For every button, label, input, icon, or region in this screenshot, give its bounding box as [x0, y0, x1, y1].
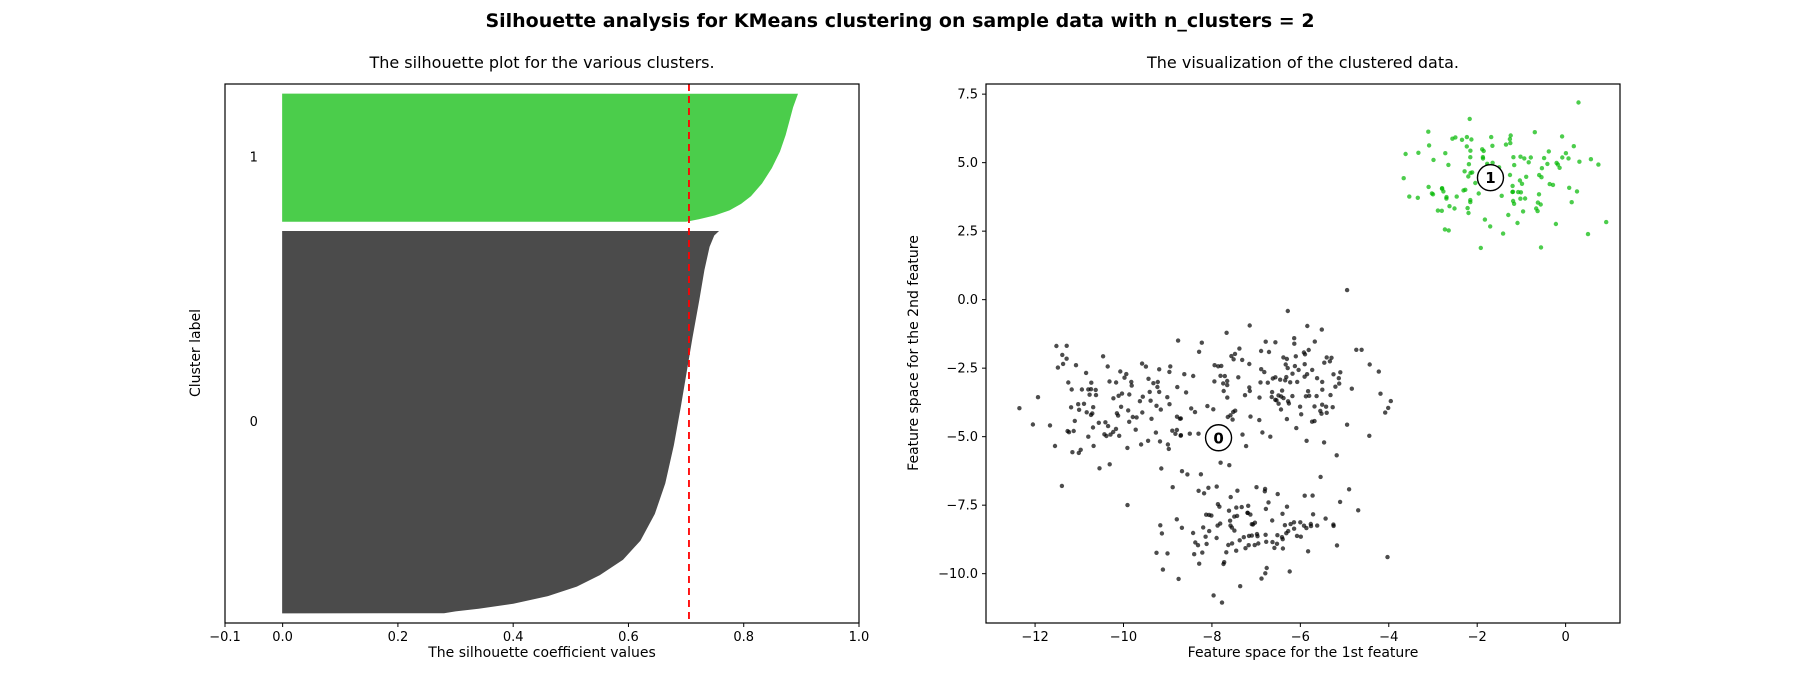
svg-text:0.0: 0.0 [272, 630, 293, 645]
centroid-marker-0: 0 [1204, 424, 1233, 452]
svg-text:0: 0 [1561, 630, 1569, 645]
svg-text:2.5: 2.5 [957, 225, 978, 240]
svg-text:1.0: 1.0 [849, 630, 870, 645]
scatter-xaxis-label: Feature space for the 1st feature [1187, 645, 1419, 661]
svg-text:−5.0: −5.0 [946, 430, 978, 445]
svg-text:1: 1 [1485, 169, 1495, 187]
svg-text:−10: −10 [1110, 630, 1137, 645]
cluster-1-silhouette-shape [282, 93, 799, 222]
svg-text:0.8: 0.8 [733, 630, 754, 645]
silhouette-axes-border [224, 83, 860, 624]
svg-text:0: 0 [1213, 429, 1223, 447]
svg-text:5.0: 5.0 [957, 156, 978, 171]
svg-text:−2.5: −2.5 [946, 362, 978, 377]
svg-text:0.4: 0.4 [503, 630, 524, 645]
svg-text:−0.1: −0.1 [209, 630, 241, 645]
cluster-0-silhouette-shape [282, 230, 720, 614]
svg-text:−12: −12 [1021, 630, 1048, 645]
svg-text:0.6: 0.6 [618, 630, 639, 645]
cluster-0-points [1017, 287, 1394, 605]
figure-suptitle: Silhouette analysis for KMeans clusterin… [485, 10, 1315, 32]
svg-text:−6: −6 [1291, 630, 1310, 645]
silhouette-plot-title: The silhouette plot for the various clus… [369, 53, 715, 72]
cluster-1-label: 1 [250, 151, 258, 166]
scatter-points-layer [1017, 100, 1609, 605]
svg-text:0.0: 0.0 [957, 293, 978, 308]
silhouette-axes: 0 1 −0.1 0.0 0.2 0.4 0.6 0.8 1.0 [209, 83, 869, 645]
cluster-0-label: 0 [250, 415, 258, 430]
silhouette-x-axis-ticks: −0.1 0.0 0.2 0.4 0.6 0.8 1.0 [209, 623, 869, 645]
svg-text:7.5: 7.5 [957, 88, 978, 103]
scatter-axes: 0 1 −12 −10 −8 −6 −4 −2 0 −10.0 −7.5 −5.0 −2.5 0.0 2.5… [938, 83, 1621, 645]
cluster-1-points [1401, 100, 1609, 251]
svg-text:−10.0: −10.0 [938, 567, 978, 582]
scatter-axes-border [985, 83, 1621, 624]
svg-text:−8: −8 [1202, 630, 1221, 645]
scatter-x-axis-ticks: −12 −10 −8 −6 −4 −2 0 [1021, 623, 1570, 645]
svg-text:−2: −2 [1468, 630, 1487, 645]
svg-text:−7.5: −7.5 [946, 499, 978, 514]
silhouette-xaxis-label: The silhouette coefficient values [428, 645, 656, 661]
centroid-marker-1: 1 [1476, 164, 1505, 192]
scatter-plot-title: The visualization of the clustered data. [1147, 53, 1459, 72]
svg-text:−4: −4 [1379, 630, 1398, 645]
scatter-y-axis-ticks: −10.0 −7.5 −5.0 −2.5 0.0 2.5 5.0 7.5 [938, 88, 986, 582]
svg-text:0.2: 0.2 [388, 630, 409, 645]
